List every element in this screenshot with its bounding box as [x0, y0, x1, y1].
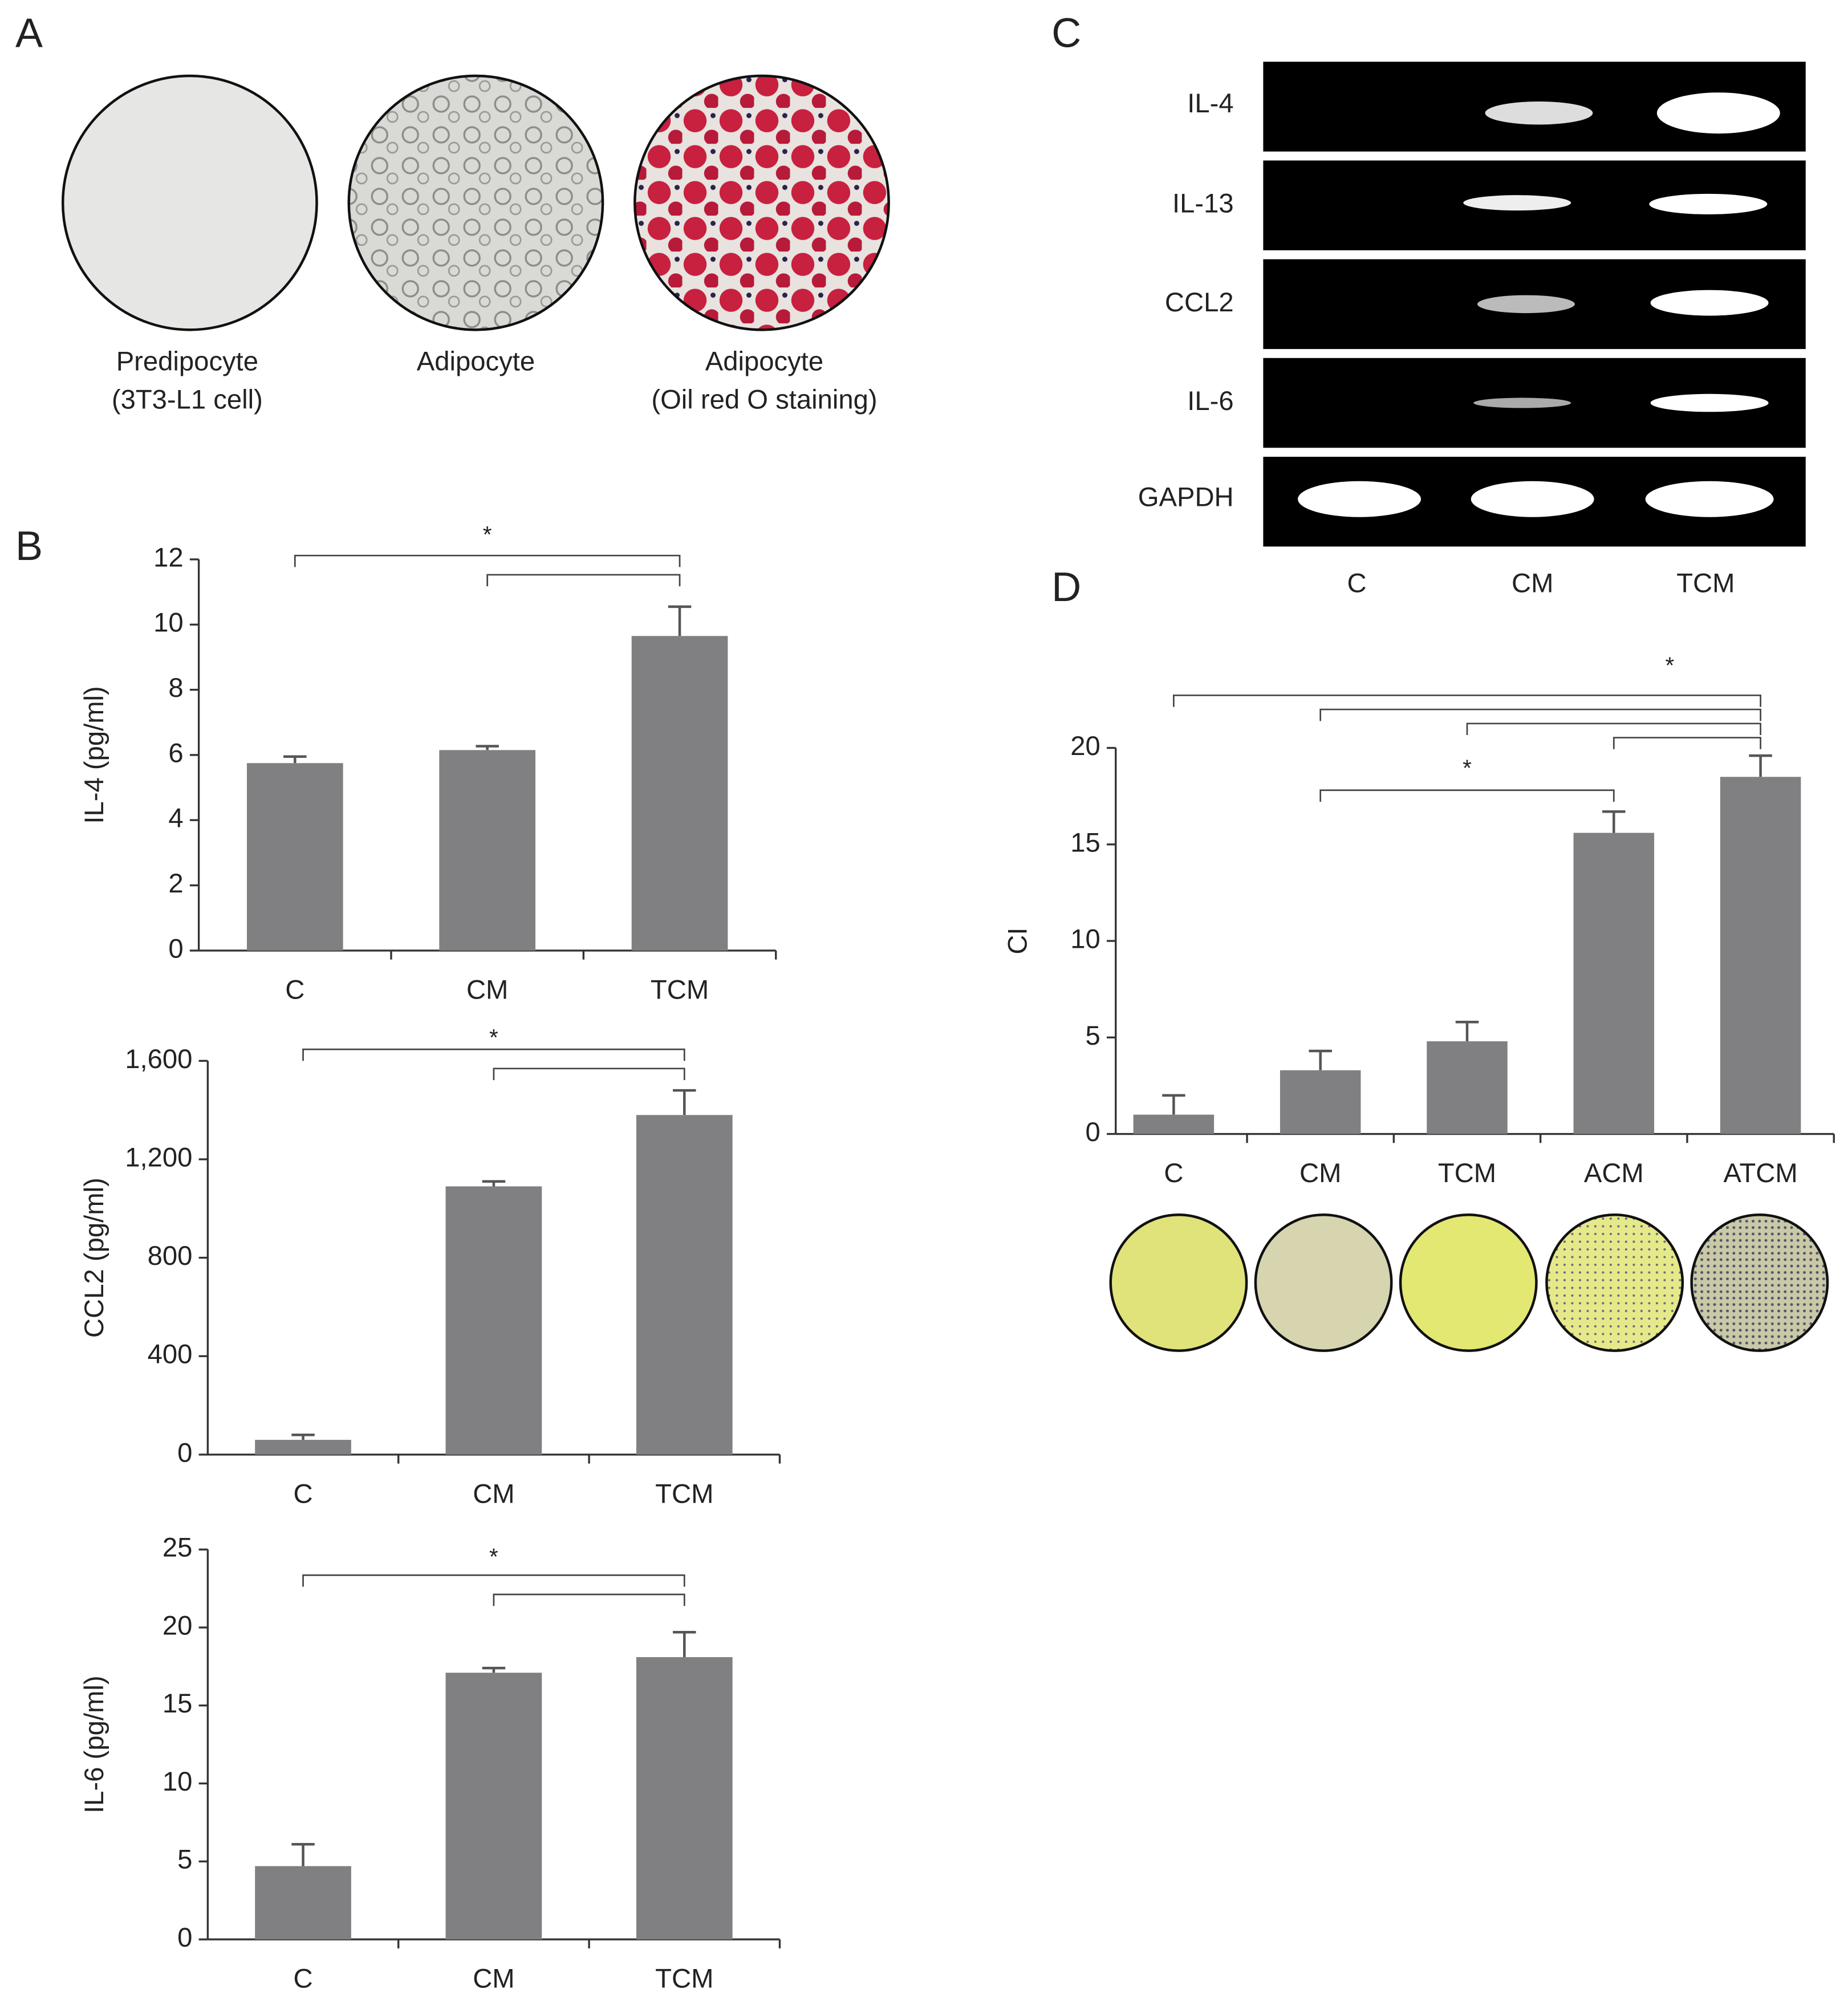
y-tick-label: 1,600 — [125, 1044, 192, 1074]
significance-bracket — [302, 1574, 685, 1587]
bar — [255, 1439, 351, 1455]
bar — [1573, 833, 1655, 1134]
y-tick-label: 20 — [163, 1610, 193, 1641]
significance-bracket — [1319, 708, 1761, 721]
significance-label: * — [1665, 652, 1674, 679]
gel-column-label: CM — [1512, 568, 1553, 598]
y-axis-label: CI — [1003, 927, 1033, 954]
y-axis-label: CCL2 (pg/ml) — [79, 1178, 109, 1338]
gel-row-label: IL-6 — [1187, 386, 1233, 416]
x-tick-label: ATCM — [1723, 1158, 1797, 1188]
y-tick-label: 400 — [148, 1340, 193, 1370]
bar — [246, 763, 343, 951]
bar — [1133, 1114, 1215, 1134]
y-tick-label: 0 — [1085, 1117, 1100, 1147]
significance-bracket — [1613, 737, 1761, 749]
y-tick-label: 0 — [177, 1438, 192, 1468]
well-image — [1254, 1213, 1393, 1352]
y-tick-label: 0 — [177, 1922, 192, 1953]
well-image — [1545, 1213, 1684, 1352]
x-tick-label: CM — [473, 1963, 514, 1994]
y-tick-label: 10 — [163, 1767, 193, 1797]
well-image — [1399, 1213, 1538, 1352]
x-tick-label: C — [293, 1963, 312, 1994]
x-tick-label: C — [285, 975, 304, 1005]
gel-row-label: IL-4 — [1187, 88, 1233, 119]
significance-label: * — [1463, 754, 1472, 781]
gel-row-label: IL-13 — [1172, 189, 1234, 219]
x-tick-label: C — [1164, 1158, 1183, 1188]
bar — [636, 1115, 733, 1455]
y-tick-label: 15 — [163, 1689, 193, 1719]
gel — [1263, 62, 1806, 547]
y-tick-label: 800 — [148, 1241, 193, 1271]
significance-bracket — [294, 554, 681, 567]
significance-bracket — [1173, 694, 1761, 707]
x-tick-label: TCM — [655, 1963, 713, 1994]
significance-label: * — [489, 1544, 498, 1570]
y-tick-label: 10 — [153, 608, 184, 638]
well-image — [1109, 1213, 1248, 1352]
significance-bracket — [1319, 789, 1615, 802]
bar — [636, 1657, 733, 1939]
bar — [255, 1866, 351, 1939]
y-tick-label: 10 — [1070, 924, 1100, 955]
panel-letter: A — [15, 10, 43, 56]
bar — [439, 750, 536, 951]
panel-letter: D — [1051, 565, 1081, 610]
significance-label: * — [483, 521, 492, 547]
bar — [1720, 777, 1801, 1134]
significance-bracket — [486, 574, 681, 587]
significance-bracket — [1466, 723, 1761, 736]
micrograph — [347, 74, 604, 331]
y-axis-label: IL-6 (pg/ml) — [79, 1675, 109, 1813]
caption: Adipocyte — [705, 346, 823, 376]
gel-column-label: TCM — [1676, 568, 1735, 598]
y-tick-label: 5 — [1085, 1021, 1100, 1051]
bar — [1427, 1041, 1508, 1134]
panel-letter: C — [1051, 10, 1081, 56]
significance-label: * — [489, 1024, 498, 1050]
micrograph — [61, 74, 318, 331]
y-tick-label: 4 — [168, 803, 183, 834]
y-tick-label: 15 — [1070, 827, 1100, 858]
significance-bracket — [493, 1068, 685, 1081]
significance-bracket — [302, 1048, 685, 1061]
y-tick-label: 0 — [168, 933, 183, 964]
x-tick-label: C — [293, 1479, 312, 1509]
gel-row-label: GAPDH — [1138, 482, 1234, 513]
bar — [445, 1673, 542, 1939]
y-axis-label: IL-4 (pg/ml) — [79, 686, 109, 823]
well-image — [1690, 1213, 1829, 1352]
y-tick-label: 12 — [153, 542, 184, 573]
bar — [445, 1186, 542, 1455]
x-tick-label: TCM — [655, 1479, 713, 1509]
caption: Predipocyte — [116, 346, 258, 376]
y-tick-label: 1,200 — [125, 1142, 192, 1172]
gel-column-label: C — [1347, 568, 1367, 598]
caption: (3T3-L1 cell) — [112, 385, 263, 415]
x-tick-label: CM — [466, 975, 508, 1005]
panel-letter: B — [15, 523, 43, 569]
micrograph — [633, 74, 890, 331]
y-tick-label: 5 — [177, 1845, 192, 1875]
y-tick-label: 6 — [168, 738, 183, 768]
y-tick-label: 8 — [168, 673, 183, 703]
caption: (Oil red O staining) — [651, 385, 877, 415]
x-tick-label: CM — [473, 1479, 514, 1509]
x-tick-label: TCM — [651, 975, 709, 1005]
x-tick-label: TCM — [1438, 1158, 1496, 1188]
bar — [631, 636, 728, 951]
caption: Adipocyte — [417, 346, 535, 376]
y-tick-label: 20 — [1070, 731, 1100, 761]
bar — [1280, 1070, 1361, 1134]
x-tick-label: ACM — [1584, 1158, 1644, 1188]
y-tick-label: 2 — [168, 868, 183, 899]
x-tick-label: CM — [1299, 1158, 1341, 1188]
gel-row-label: CCL2 — [1165, 287, 1234, 318]
significance-bracket — [493, 1593, 685, 1606]
y-tick-label: 25 — [163, 1533, 193, 1563]
